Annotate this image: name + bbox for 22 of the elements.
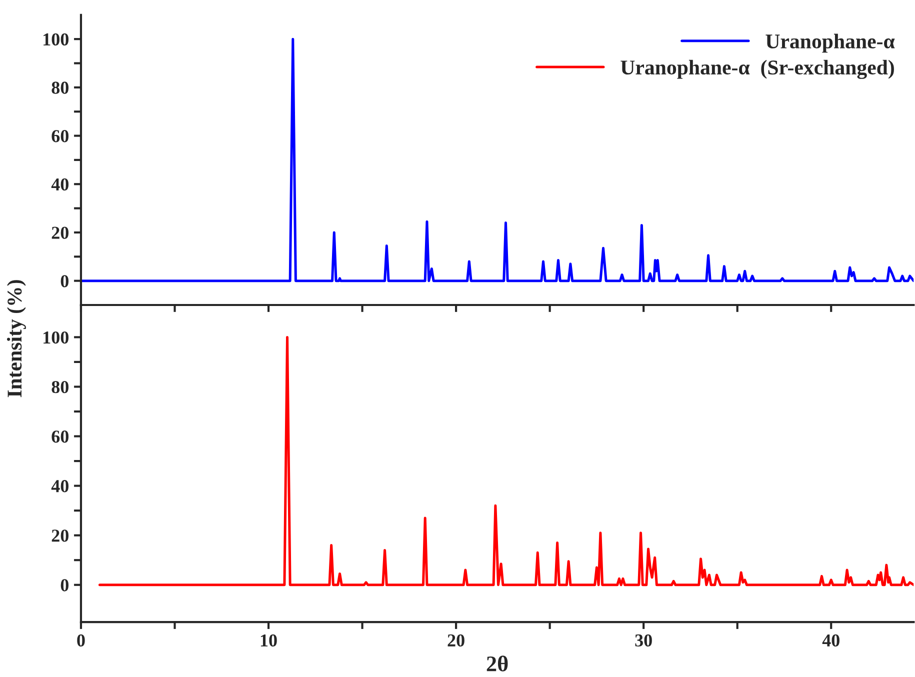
line-series	[98, 336, 914, 586]
y-tick-label: 60	[52, 430, 68, 443]
y-tick-label: 0	[60, 579, 68, 592]
y-tick-label: 80	[52, 380, 68, 394]
x-tick-label: 0	[77, 634, 85, 647]
x-tick-label: 20	[448, 634, 464, 647]
legend-label: Uranophane-α (Sr-exchanged)	[620, 60, 894, 79]
legend-label: Uranophane-α	[766, 34, 895, 53]
y-tick-label: 60	[52, 130, 68, 142]
y-tick-label: 40	[51, 178, 68, 191]
y-tick-label: 20	[52, 530, 68, 542]
y-tick-label: 80	[52, 82, 68, 94]
x-tick-label: 40	[822, 634, 840, 647]
x-tick-label: 10	[260, 634, 277, 647]
y-tick-label: 100	[44, 33, 68, 46]
y-axis-title: Intensity (%)	[6, 280, 26, 398]
x-axis-title: 2θ	[486, 656, 508, 672]
y-tick-label: 40	[51, 480, 68, 492]
y-tick-label: 0	[60, 275, 68, 288]
x-tick-label: 30	[635, 634, 652, 647]
y-tick-label: 100	[44, 331, 68, 344]
y-tick-label: 20	[52, 226, 68, 239]
